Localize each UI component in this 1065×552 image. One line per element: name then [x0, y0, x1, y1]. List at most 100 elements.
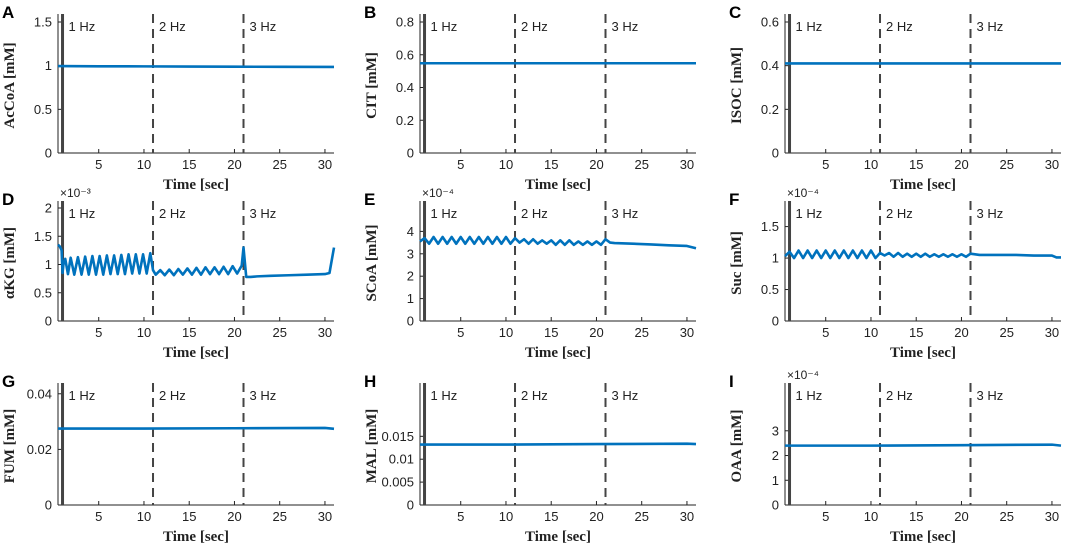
x-tick-label: 10 — [137, 509, 151, 524]
stimulation-label: 2 Hz — [886, 19, 913, 34]
x-tick-label: 10 — [137, 157, 151, 172]
axis-multiplier: ×10⁻³ — [60, 186, 91, 200]
stimulation-label: 3 Hz — [612, 19, 639, 34]
y-tick-label: 0.04 — [27, 386, 52, 401]
y-tick-label: 1 — [45, 58, 52, 73]
y-axis-label: AcCoA [mM] — [2, 42, 18, 128]
x-tick-label: 5 — [95, 157, 102, 172]
panel-label: A — [2, 3, 14, 22]
x-tick-label: 30 — [318, 157, 332, 172]
x-tick-label: 30 — [1045, 325, 1059, 340]
x-tick-label: 15 — [544, 325, 558, 340]
x-tick-label: 20 — [954, 157, 968, 172]
y-tick-label: 0 — [772, 146, 779, 161]
stimulation-label: 3 Hz — [612, 388, 639, 403]
x-tick-label: 25 — [634, 509, 648, 524]
y-tick-label: 0.8 — [396, 15, 414, 30]
stimulation-label: 3 Hz — [977, 388, 1004, 403]
chart-panel-i: I 5 10 15 20 25 30 0 1 2 3 ×10⁻⁴ 1 Hz 2 Hz 3 Hz Time [s… — [729, 368, 1062, 545]
x-tick-label: 5 — [457, 157, 464, 172]
x-axis-label: Time [sec] — [890, 345, 956, 361]
chart-panel-g: G 5 10 15 20 25 30 0 0.02 0.04 1 Hz 2 Hz 3 Hz Time [s… — [2, 372, 335, 545]
series-line-mal — [420, 442, 697, 446]
y-tick-label: 0 — [45, 314, 52, 329]
chart-panel-d: D 5 10 15 20 25 30 0 0.5 1 1.5 2 ×10⁻³ 1 Hz 2 Hz 3 Hz Ti… — [2, 186, 336, 361]
chart-panel-e: E 5 10 15 20 25 30 0 1 2 3 4 ×10⁻⁴ 1 Hz 2 Hz 3 Hz Time [… — [364, 186, 697, 361]
x-tick-label: 20 — [954, 509, 968, 524]
x-axis-label: Time [sec] — [890, 529, 956, 545]
stimulation-label: 1 Hz — [431, 388, 458, 403]
x-tick-label: 25 — [272, 157, 286, 172]
y-tick-label: 1 — [772, 251, 779, 266]
x-tick-label: 25 — [634, 157, 648, 172]
y-tick-label: 1.5 — [34, 229, 52, 244]
x-tick-label: 10 — [499, 509, 513, 524]
stimulation-label: 2 Hz — [521, 206, 548, 221]
y-tick-label: 0 — [407, 314, 414, 329]
y-axis-label: ISOC [mM] — [729, 47, 745, 124]
axis-multiplier: ×10⁻⁴ — [787, 368, 819, 382]
chart-panel-a: A 5 10 15 20 25 30 0 0.5 1 1.5 1 Hz 2 Hz 3 Hz Time [se… — [2, 3, 335, 193]
y-tick-label: 0.01 — [389, 452, 414, 467]
panel-label: E — [364, 190, 375, 209]
x-tick-label: 5 — [822, 509, 829, 524]
x-axis-label: Time [sec] — [163, 177, 229, 193]
x-tick-label: 5 — [457, 325, 464, 340]
y-tick-label: 0.5 — [761, 282, 779, 297]
x-axis-label: Time [sec] — [525, 529, 591, 545]
series-line-suc — [784, 249, 1061, 260]
y-tick-label: 0.2 — [761, 102, 779, 117]
axis-multiplier: ×10⁻⁴ — [787, 186, 819, 200]
y-tick-label: 1 — [772, 473, 779, 488]
y-axis-label: FUM [mM] — [2, 409, 18, 484]
x-tick-label: 25 — [272, 509, 286, 524]
y-tick-label: 0.6 — [761, 15, 779, 30]
axis-multiplier: ×10⁻⁴ — [422, 186, 454, 200]
x-tick-label: 25 — [999, 157, 1013, 172]
y-tick-label: 4 — [407, 224, 414, 239]
x-tick-label: 10 — [499, 157, 513, 172]
x-tick-label: 20 — [589, 325, 603, 340]
y-tick-label: 0.02 — [27, 442, 52, 457]
y-tick-label: 0.015 — [381, 429, 414, 444]
y-tick-label: 0 — [407, 498, 414, 513]
y-tick-label: 0 — [772, 314, 779, 329]
panel-label: H — [364, 372, 376, 391]
x-tick-label: 15 — [909, 325, 923, 340]
x-tick-label: 10 — [864, 157, 878, 172]
x-tick-label: 5 — [457, 509, 464, 524]
y-tick-label: 0 — [45, 146, 52, 161]
x-axis-label: Time [sec] — [163, 345, 229, 361]
stimulation-label: 1 Hz — [796, 19, 823, 34]
y-tick-label: 1 — [45, 257, 52, 272]
stimulation-label: 2 Hz — [521, 388, 548, 403]
x-tick-label: 10 — [864, 509, 878, 524]
x-tick-label: 30 — [318, 325, 332, 340]
stimulation-label: 3 Hz — [977, 206, 1004, 221]
x-tick-label: 5 — [822, 325, 829, 340]
x-tick-label: 20 — [227, 325, 241, 340]
stimulation-label: 2 Hz — [886, 388, 913, 403]
y-tick-label: 2 — [407, 269, 414, 284]
y-tick-label: 2 — [772, 448, 779, 463]
stimulation-label: 1 Hz — [796, 388, 823, 403]
y-tick-label: 0.005 — [381, 475, 414, 490]
y-tick-label: 1.5 — [34, 15, 52, 30]
x-tick-label: 30 — [680, 157, 694, 172]
x-tick-label: 5 — [95, 509, 102, 524]
stimulation-label: 1 Hz — [796, 206, 823, 221]
y-tick-label: 1.5 — [761, 219, 779, 234]
y-tick-label: 1 — [407, 291, 414, 306]
stimulation-label: 2 Hz — [886, 206, 913, 221]
y-tick-label: 0 — [772, 498, 779, 513]
stimulation-label: 2 Hz — [159, 206, 186, 221]
y-tick-label: 0.4 — [396, 80, 414, 95]
x-tick-label: 15 — [182, 509, 196, 524]
stimulation-label: 1 Hz — [431, 206, 458, 221]
x-axis-label: Time [sec] — [890, 177, 956, 193]
x-tick-label: 25 — [999, 325, 1013, 340]
series-line-accoa — [57, 64, 335, 69]
series-line-fum — [58, 426, 335, 431]
y-axis-label: αKG [mM] — [2, 227, 18, 299]
